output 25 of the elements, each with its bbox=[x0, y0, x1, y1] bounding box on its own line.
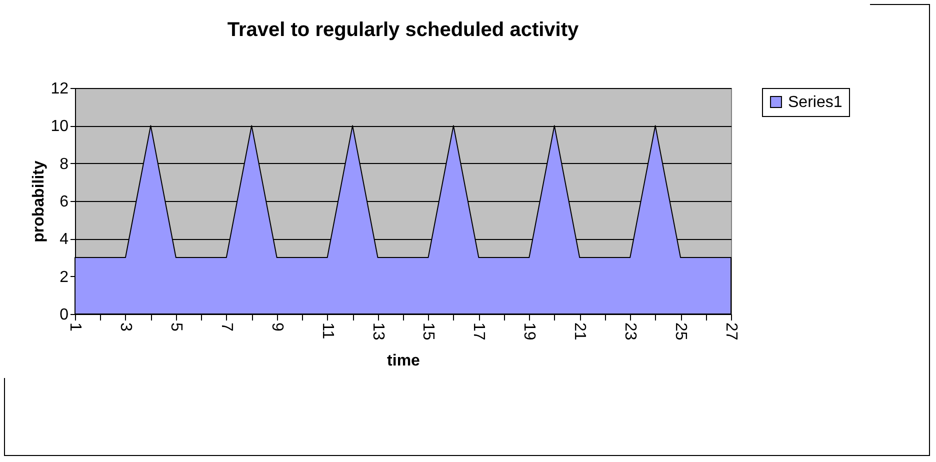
x-tick-label: 5 bbox=[167, 322, 184, 332]
x-tick-label: 15 bbox=[420, 322, 437, 340]
y-tick-label: 0 bbox=[60, 306, 69, 324]
x-tick-label: 3 bbox=[116, 322, 134, 332]
y-tick-label: 10 bbox=[50, 118, 69, 136]
x-tick-label: 21 bbox=[571, 322, 588, 340]
x-tick-label: 7 bbox=[218, 322, 235, 332]
x-tick-label: 25 bbox=[672, 322, 690, 340]
y-tick-label: 6 bbox=[60, 194, 69, 210]
y-tick-label: 8 bbox=[60, 156, 69, 173]
x-tick-label: 27 bbox=[722, 322, 740, 340]
x-tick-label: 23 bbox=[622, 322, 639, 340]
y-tick-label: 12 bbox=[50, 80, 69, 98]
x-tick-label: 19 bbox=[520, 322, 538, 340]
y-tick-label: 2 bbox=[60, 268, 69, 286]
x-tick-label: 11 bbox=[318, 322, 336, 340]
legend-label: Series1 bbox=[788, 94, 842, 111]
x-axis-title: time bbox=[387, 352, 420, 370]
x-tick-label: 17 bbox=[470, 322, 488, 340]
x-tick-label: 9 bbox=[268, 322, 286, 332]
x-tick-label: 13 bbox=[369, 322, 386, 340]
x-tick-label: 1 bbox=[66, 322, 84, 332]
y-tick-label: 4 bbox=[60, 231, 69, 248]
chart-title: Travel to regularly scheduled activity bbox=[227, 19, 580, 41]
y-axis-title: probability bbox=[30, 160, 48, 242]
